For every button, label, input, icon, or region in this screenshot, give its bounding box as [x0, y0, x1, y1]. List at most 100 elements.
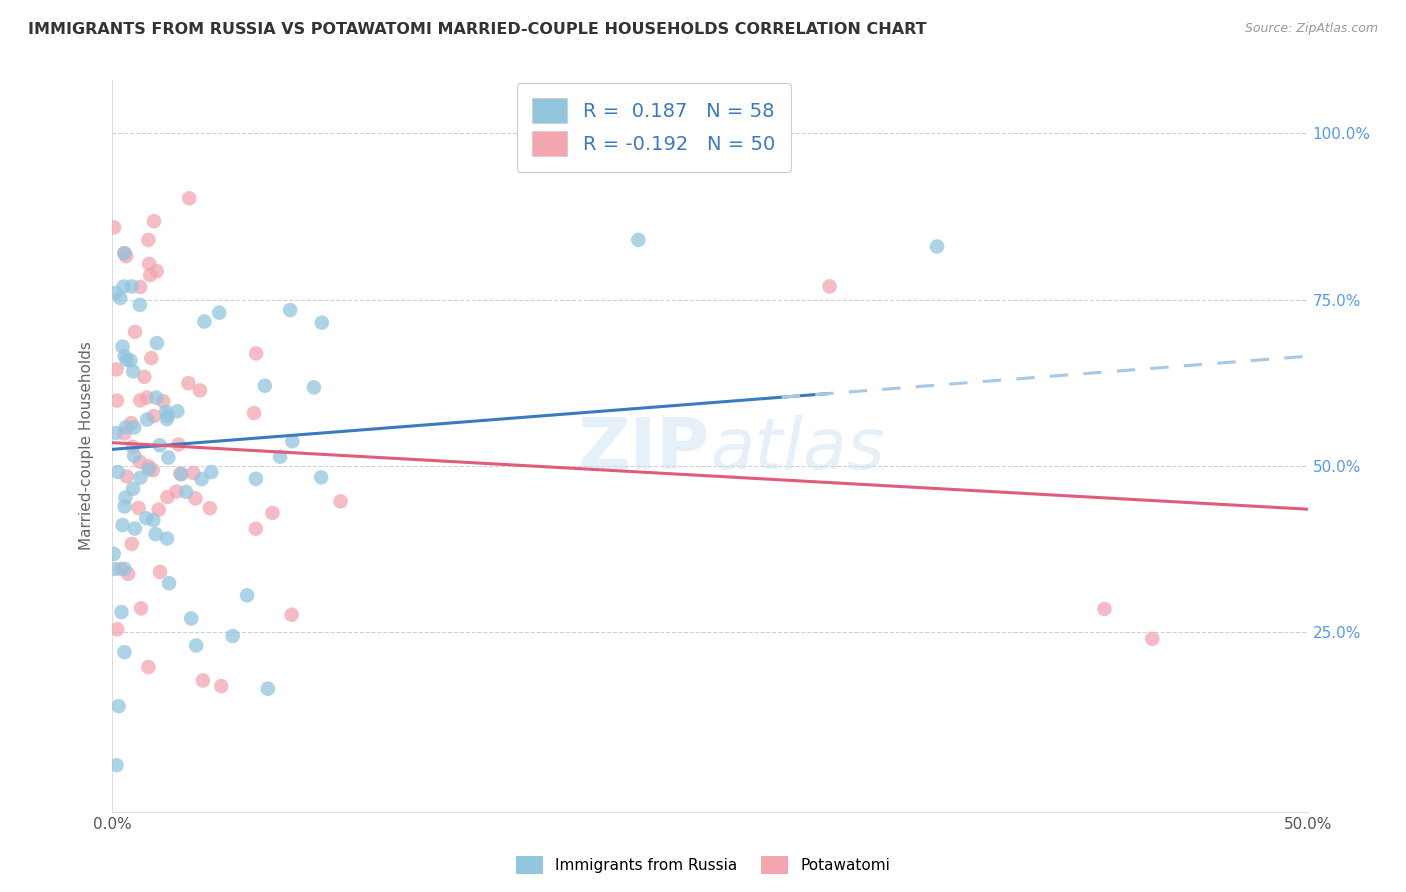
- Point: [302, 380, 325, 394]
- Point: [114, 491, 136, 505]
- Point: [190, 472, 212, 486]
- Point: [115, 249, 138, 263]
- Point: [136, 391, 159, 405]
- Point: [114, 645, 135, 659]
- Point: [156, 532, 179, 546]
- Point: [169, 467, 191, 481]
- Point: [142, 463, 165, 477]
- Point: [121, 440, 143, 454]
- Point: [155, 405, 177, 419]
- Point: [245, 472, 267, 486]
- Point: [110, 291, 132, 305]
- Point: [145, 391, 167, 405]
- Point: [143, 214, 166, 228]
- Point: [138, 257, 160, 271]
- Point: [128, 500, 150, 515]
- Point: [122, 482, 145, 496]
- Point: [245, 346, 267, 360]
- Point: [208, 306, 231, 320]
- Point: [166, 484, 188, 499]
- Point: [200, 465, 222, 479]
- Point: [115, 469, 138, 483]
- Point: [145, 264, 167, 278]
- Point: [129, 393, 152, 408]
- Point: [111, 518, 134, 533]
- Point: [114, 500, 136, 514]
- Point: [329, 494, 352, 508]
- Point: [129, 280, 152, 294]
- Point: [157, 576, 180, 591]
- Point: [280, 607, 302, 622]
- Point: [146, 336, 169, 351]
- Point: [262, 506, 284, 520]
- Point: [170, 467, 193, 482]
- Point: [152, 394, 174, 409]
- Point: [120, 353, 142, 368]
- Point: [114, 246, 135, 260]
- Point: [128, 298, 150, 312]
- Point: [156, 490, 179, 504]
- Point: [105, 393, 128, 408]
- Point: [179, 191, 201, 205]
- Point: [156, 412, 179, 426]
- Point: [191, 673, 214, 688]
- Point: [278, 303, 301, 318]
- Point: [184, 491, 207, 506]
- Point: [157, 450, 180, 465]
- Point: [138, 462, 160, 476]
- Point: [174, 484, 197, 499]
- Point: [245, 522, 267, 536]
- Point: [110, 562, 132, 576]
- Point: [105, 758, 128, 772]
- Point: [138, 660, 160, 674]
- Text: ZIP: ZIP: [578, 415, 710, 484]
- Point: [141, 351, 163, 366]
- Point: [136, 412, 159, 426]
- Point: [110, 605, 132, 619]
- Point: [198, 501, 221, 516]
- Point: [243, 406, 266, 420]
- Point: [627, 233, 650, 247]
- Point: [177, 376, 200, 391]
- Point: [166, 404, 188, 418]
- Point: [188, 384, 211, 398]
- Point: [114, 420, 136, 434]
- Legend: R =  0.187   N = 58, R = -0.192   N = 50: R = 0.187 N = 58, R = -0.192 N = 50: [516, 83, 790, 171]
- Point: [142, 409, 165, 423]
- Point: [124, 522, 146, 536]
- Point: [124, 325, 146, 339]
- Point: [180, 611, 202, 625]
- Point: [138, 459, 160, 474]
- Point: [818, 279, 841, 293]
- Point: [1094, 602, 1116, 616]
- Point: [186, 639, 208, 653]
- Point: [145, 527, 167, 541]
- Text: atlas: atlas: [710, 415, 884, 484]
- Point: [221, 629, 243, 643]
- Point: [281, 434, 304, 449]
- Point: [114, 246, 135, 260]
- Point: [122, 364, 145, 378]
- Point: [193, 315, 215, 329]
- Point: [138, 233, 160, 247]
- Point: [114, 349, 136, 363]
- Point: [1142, 632, 1164, 646]
- Point: [311, 316, 333, 330]
- Point: [114, 562, 136, 576]
- Point: [103, 220, 125, 235]
- Point: [122, 449, 145, 463]
- Point: [309, 470, 332, 484]
- Point: [120, 416, 142, 430]
- Point: [134, 369, 156, 384]
- Point: [105, 425, 128, 440]
- Point: [156, 409, 179, 423]
- Point: [269, 450, 291, 464]
- Point: [115, 352, 138, 367]
- Point: [129, 470, 152, 484]
- Text: IMMIGRANTS FROM RUSSIA VS POTAWATOMI MARRIED-COUPLE HOUSEHOLDS CORRELATION CHART: IMMIGRANTS FROM RUSSIA VS POTAWATOMI MAR…: [28, 22, 927, 37]
- Point: [111, 340, 134, 354]
- Point: [103, 547, 125, 561]
- Point: [104, 285, 127, 300]
- Point: [121, 537, 143, 551]
- Point: [209, 679, 232, 693]
